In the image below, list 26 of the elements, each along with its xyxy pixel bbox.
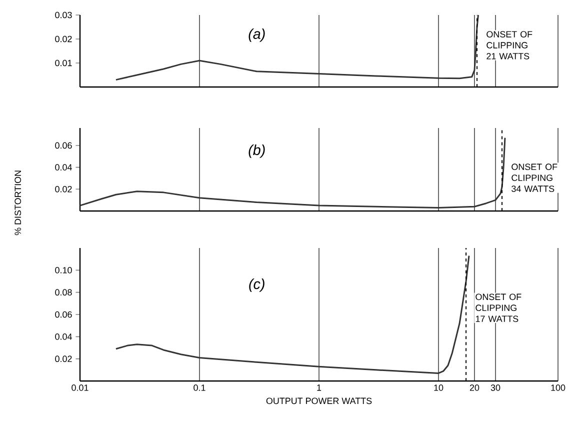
annotation: (b) [248,144,265,158]
x-tick-label: 100 [551,384,566,391]
y-tick-label: 0.03 [55,12,72,18]
y-tick-label: 0.02 [55,36,72,42]
y-tick-label: 0.01 [55,60,72,66]
x-tick-label: 20 [470,384,480,391]
y-tick-label: 0.06 [55,142,72,149]
y-tick-label: 0.04 [55,333,72,340]
x-axis-title: OUTPUT POWER WATTS [266,398,372,404]
x-tick-label: 10 [434,384,444,391]
annotation: (a) [248,28,265,42]
y-tick-label: 0.02 [55,186,72,192]
ref-line-label: ONSET OF CLIPPING 34 WATTS [512,164,558,192]
y-axis-title: % DISTORTION [14,170,22,236]
y-tick-label: 0.04 [55,164,72,170]
x-tick-label: 0.01 [72,384,88,391]
y-tick-label: 0.06 [55,311,72,318]
x-tick-label: 0.1 [194,384,206,391]
x-tick-label: 30 [490,384,500,391]
y-tick-label: 0.10 [55,266,72,274]
y-tick-label: 0.02 [55,356,72,362]
y-tick-label: 0.08 [55,289,72,296]
annotation: (c) [249,278,264,292]
ref-line-label: ONSET OF CLIPPING 21 WATTS [486,31,532,60]
x-tick-label: 1 [317,384,322,391]
ref-line-label: ONSET OF CLIPPING 17 WATTS [476,294,522,322]
